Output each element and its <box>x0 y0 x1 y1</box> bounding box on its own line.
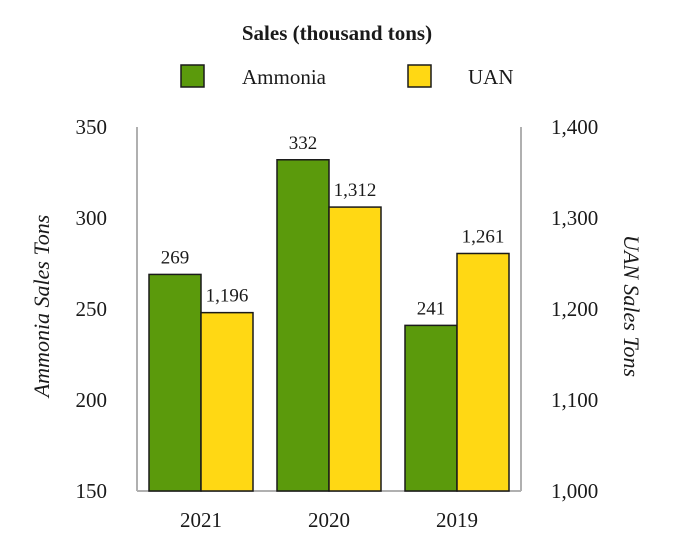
left-axis-title: Ammonia Sales Tons <box>29 215 54 400</box>
bar-uan-2021 <box>200 311 254 492</box>
right-axis-title: UAN Sales Tons <box>619 235 644 377</box>
right-tick-label: 1,400 <box>551 115 598 139</box>
right-tick-label: 1,300 <box>551 206 598 230</box>
legend-swatch-ammonia <box>180 64 205 88</box>
bar-ammonia-2020 <box>276 159 330 492</box>
left-tick-label: 350 <box>76 115 108 139</box>
right-tick-label: 1,100 <box>551 388 598 412</box>
bar-uan-2020 <box>328 206 382 492</box>
data-label-ammonia-2021: 269 <box>161 247 190 268</box>
category-label: 2020 <box>308 508 350 532</box>
data-label-uan-2019: 1,261 <box>462 226 505 247</box>
category-label: 2019 <box>436 508 478 532</box>
bar-ammonia-2021 <box>148 273 202 492</box>
data-label-uan-2020: 1,312 <box>334 180 377 201</box>
data-label-ammonia-2019: 241 <box>417 298 446 319</box>
bar-uan-2019 <box>456 252 510 492</box>
legend-swatch-uan <box>407 64 432 88</box>
left-tick-label: 250 <box>76 297 108 321</box>
left-tick-label: 200 <box>76 388 108 412</box>
left-tick-label: 150 <box>76 479 108 503</box>
data-label-ammonia-2020: 332 <box>289 133 318 154</box>
chart-title: Sales (thousand tons) <box>242 21 432 45</box>
right-tick-label: 1,200 <box>551 297 598 321</box>
data-label-uan-2021: 1,196 <box>206 286 249 307</box>
right-tick-label: 1,000 <box>551 479 598 503</box>
category-label: 2021 <box>180 508 222 532</box>
legend-label-ammonia: Ammonia <box>242 65 327 89</box>
left-tick-label: 300 <box>76 206 108 230</box>
legend-label-uan: UAN <box>468 65 514 89</box>
bar-ammonia-2019 <box>404 324 458 492</box>
